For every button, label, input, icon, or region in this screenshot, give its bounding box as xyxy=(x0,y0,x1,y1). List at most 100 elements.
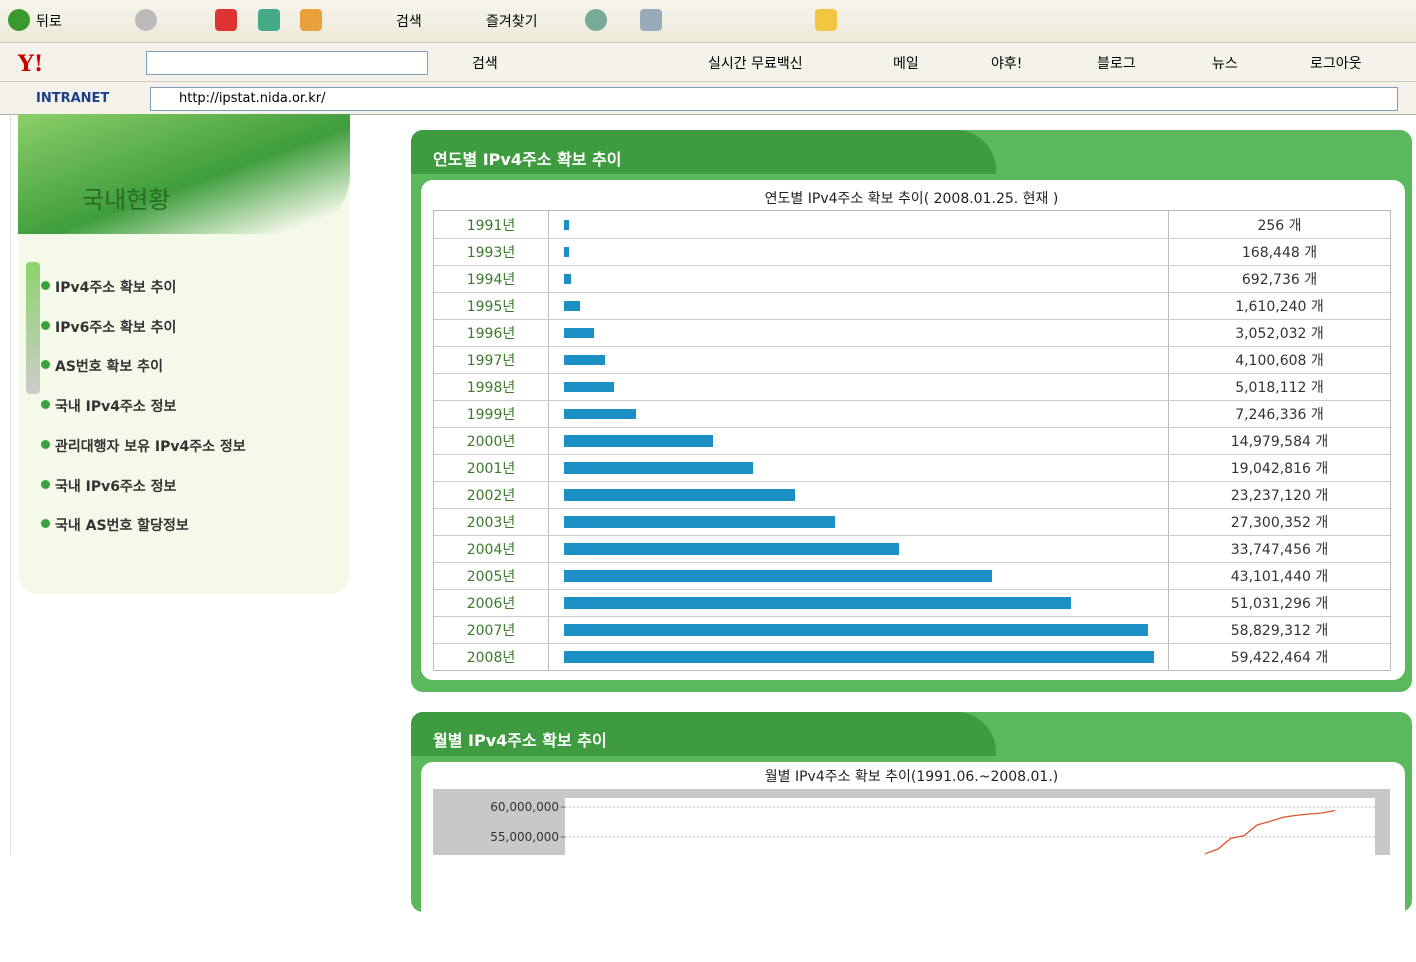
row-divider xyxy=(434,535,1390,536)
row-divider xyxy=(434,238,1390,239)
bar xyxy=(564,301,580,311)
chart-title: 월별 IPv4주소 확보 추이(1991.06.~2008.01.) xyxy=(433,766,1390,786)
value-cell: 168,448 개 xyxy=(1169,242,1390,262)
value-cell: 43,101,440 개 xyxy=(1169,566,1390,586)
menu-item[interactable]: 국내 IPv4주소 정보 xyxy=(55,396,176,416)
row-divider xyxy=(434,427,1390,428)
toolbar-item[interactable]: 로그아웃 xyxy=(1310,53,1362,73)
bar xyxy=(564,543,899,555)
bar xyxy=(564,489,795,501)
year-cell: 2003년 xyxy=(434,512,548,532)
row-divider xyxy=(434,292,1390,293)
year-cell: 1995년 xyxy=(434,296,548,316)
menu-item[interactable]: 국내 AS번호 할당정보 xyxy=(55,515,189,535)
url-field[interactable]: http://ipstat.nida.or.kr/ xyxy=(150,87,1398,111)
bar xyxy=(564,382,614,392)
menu-scroll xyxy=(26,262,40,394)
year-cell: 1994년 xyxy=(434,269,548,289)
year-cell: 1999년 xyxy=(434,404,548,424)
bar xyxy=(564,355,605,365)
search-button[interactable]: 검색 xyxy=(396,11,422,31)
value-cell: 5,018,112 개 xyxy=(1169,377,1390,397)
stop-icon[interactable] xyxy=(215,9,237,31)
toolbar-item[interactable]: 실시간 무료백신 xyxy=(708,53,803,73)
year-cell: 2007년 xyxy=(434,620,548,640)
row-divider xyxy=(434,589,1390,590)
yahoo-toolbar: Y! 검색 실시간 무료백신 메일 야후! 블로그 뉴스 로그아웃 xyxy=(0,43,1416,82)
menu-item[interactable]: 관리대행자 보유 IPv4주소 정보 xyxy=(55,436,246,456)
back-icon[interactable] xyxy=(8,9,30,31)
menu-item[interactable]: 국내 IPv6주소 정보 xyxy=(55,476,176,496)
row-divider xyxy=(434,454,1390,455)
home-icon[interactable] xyxy=(300,9,322,31)
menu-item[interactable]: IPv6주소 확보 추이 xyxy=(55,317,176,337)
value-cell: 4,100,608 개 xyxy=(1169,350,1390,370)
toolbar-item[interactable]: 블로그 xyxy=(1097,53,1136,73)
year-cell: 1993년 xyxy=(434,242,548,262)
yahoo-logo[interactable]: Y! xyxy=(18,51,43,77)
favorites-button[interactable]: 즐겨찾기 xyxy=(486,11,538,31)
value-cell: 7,246,336 개 xyxy=(1169,404,1390,424)
y-tick-label: 55,000,000 xyxy=(490,830,559,844)
panel-heading: 연도별 IPv4주소 확보 추이 xyxy=(433,146,621,170)
bar xyxy=(564,409,636,419)
sidebar-title: 국내현황 xyxy=(82,180,170,215)
history-icon[interactable] xyxy=(585,9,607,31)
yearly-table: 1991년256 개1993년168,448 개1994년692,736 개19… xyxy=(433,210,1391,671)
sidebar-banner xyxy=(18,114,350,234)
value-cell: 1,610,240 개 xyxy=(1169,296,1390,316)
forward-icon[interactable] xyxy=(135,9,157,31)
back-button[interactable]: 뒤로 xyxy=(36,11,62,31)
row-divider xyxy=(434,265,1390,266)
year-cell: 1996년 xyxy=(434,323,548,343)
value-cell: 51,031,296 개 xyxy=(1169,593,1390,613)
year-cell: 1998년 xyxy=(434,377,548,397)
row-divider xyxy=(434,616,1390,617)
search-button[interactable]: 검색 xyxy=(472,53,498,73)
column-divider xyxy=(548,211,549,670)
bar xyxy=(564,435,713,447)
bar xyxy=(564,651,1154,663)
value-cell: 256 개 xyxy=(1169,215,1390,235)
bar xyxy=(564,274,571,284)
toolbar-item[interactable]: 메일 xyxy=(893,53,919,73)
mail-icon[interactable] xyxy=(640,9,662,31)
links-label[interactable]: INTRANET xyxy=(36,91,109,106)
bar xyxy=(564,462,753,474)
value-cell: 27,300,352 개 xyxy=(1169,512,1390,532)
refresh-icon[interactable] xyxy=(258,9,280,31)
row-divider xyxy=(434,373,1390,374)
year-cell: 2008년 xyxy=(434,647,548,667)
value-cell: 14,979,584 개 xyxy=(1169,431,1390,451)
menu-item[interactable]: IPv4주소 확보 추이 xyxy=(55,277,176,297)
row-divider xyxy=(434,643,1390,644)
row-divider xyxy=(434,346,1390,347)
page: 뒤로 검색 즐겨찾기 Y! 검색 실시간 무료백신 메일 야후! 블로그 뉴스 … xyxy=(0,0,1416,855)
menu-item[interactable]: AS번호 확보 추이 xyxy=(55,356,163,376)
value-cell: 58,829,312 개 xyxy=(1169,620,1390,640)
url-text: http://ipstat.nida.or.kr/ xyxy=(179,91,325,106)
bar xyxy=(564,624,1148,636)
row-divider xyxy=(434,508,1390,509)
search-input[interactable] xyxy=(146,51,428,75)
year-cell: 2006년 xyxy=(434,593,548,613)
bar xyxy=(564,570,992,582)
row-divider xyxy=(434,319,1390,320)
toolbar: 뒤로 검색 즐겨찾기 xyxy=(0,0,1416,43)
bar xyxy=(564,247,569,257)
value-cell: 23,237,120 개 xyxy=(1169,485,1390,505)
row-divider xyxy=(434,562,1390,563)
folder-icon[interactable] xyxy=(815,9,837,31)
year-cell: 2004년 xyxy=(434,539,548,559)
bar xyxy=(564,597,1071,609)
bar xyxy=(564,328,594,338)
toolbar-item[interactable]: 뉴스 xyxy=(1212,53,1238,73)
panel-heading: 월별 IPv4주소 확보 추이 xyxy=(433,727,607,751)
toolbar-item[interactable]: 야후! xyxy=(991,53,1022,73)
row-divider xyxy=(434,481,1390,482)
value-cell: 692,736 개 xyxy=(1169,269,1390,289)
address-bar: INTRANET http://ipstat.nida.or.kr/ xyxy=(0,82,1416,115)
year-cell: 2005년 xyxy=(434,566,548,586)
year-cell: 1997년 xyxy=(434,350,548,370)
